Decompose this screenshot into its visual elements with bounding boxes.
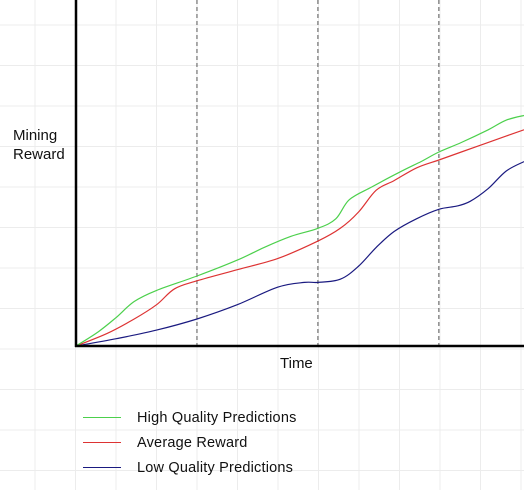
high-quality-series-line (75, 114, 524, 347)
legend-item: Average Reward (83, 430, 297, 455)
legend-item: High Quality Predictions (83, 405, 297, 430)
legend-label: High Quality Predictions (137, 409, 297, 426)
x-axis-label: Time (280, 355, 313, 372)
legend-swatch (83, 442, 121, 443)
low-quality-series-line (75, 161, 524, 347)
legend: High Quality Predictions Average Reward … (83, 405, 297, 480)
axes (74, 0, 524, 348)
average-reward-series-line (75, 129, 524, 347)
legend-swatch (83, 467, 121, 468)
legend-label: Average Reward (137, 434, 248, 451)
legend-label: Low Quality Predictions (137, 459, 294, 476)
series-lines (75, 114, 524, 347)
y-axis-label: Mining Reward (13, 127, 65, 163)
vertical-markers (196, 0, 440, 346)
legend-swatch (83, 417, 121, 418)
legend-item: Low Quality Predictions (83, 455, 297, 480)
